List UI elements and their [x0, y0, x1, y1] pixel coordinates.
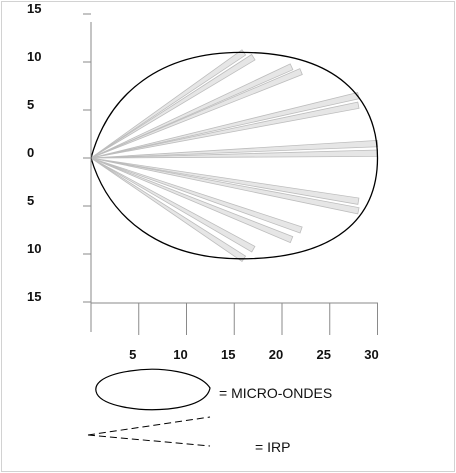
x-tick-label: 15	[221, 347, 235, 362]
legend-microwave-label: = MICRO-ONDES	[219, 385, 332, 401]
ir-beam	[90, 157, 256, 253]
x-tick-label: 10	[173, 347, 187, 362]
ir-beam	[90, 53, 256, 159]
ir-beam	[90, 157, 360, 215]
legend-ir-icon	[87, 416, 211, 447]
y-tick-label: 0	[27, 145, 34, 160]
x-tick-label: 25	[317, 347, 331, 362]
y-tick-label: 10	[27, 241, 41, 256]
y-tick-label: 15	[27, 1, 41, 16]
x-tick-label: 5	[129, 347, 136, 362]
x-tick-label: 20	[269, 347, 283, 362]
ir-beam	[90, 157, 294, 244]
ir-beam	[90, 157, 360, 205]
ir-beam	[90, 101, 360, 159]
ir-beam	[90, 68, 303, 159]
y-tick-label: 15	[27, 289, 41, 304]
ir-beam	[90, 91, 360, 159]
y-tick-label: 5	[27, 97, 34, 112]
ir-beam	[90, 63, 294, 159]
x-tick-label: 30	[364, 347, 378, 362]
y-tick-label: 10	[27, 49, 41, 64]
legend-microwave-icon	[95, 368, 211, 411]
ir-beam	[90, 139, 379, 159]
ir-beam-group	[90, 49, 379, 263]
y-tick-label: 5	[27, 193, 34, 208]
x-axis-ticks: 5 10 15 20 25 30	[129, 303, 379, 362]
legend-ir-label: = IRP	[255, 439, 290, 455]
ir-beam	[90, 157, 303, 234]
y-axis-ticks: 15 10 5 0 5 10 15	[27, 1, 91, 304]
microwave-lobe	[90, 51, 379, 260]
